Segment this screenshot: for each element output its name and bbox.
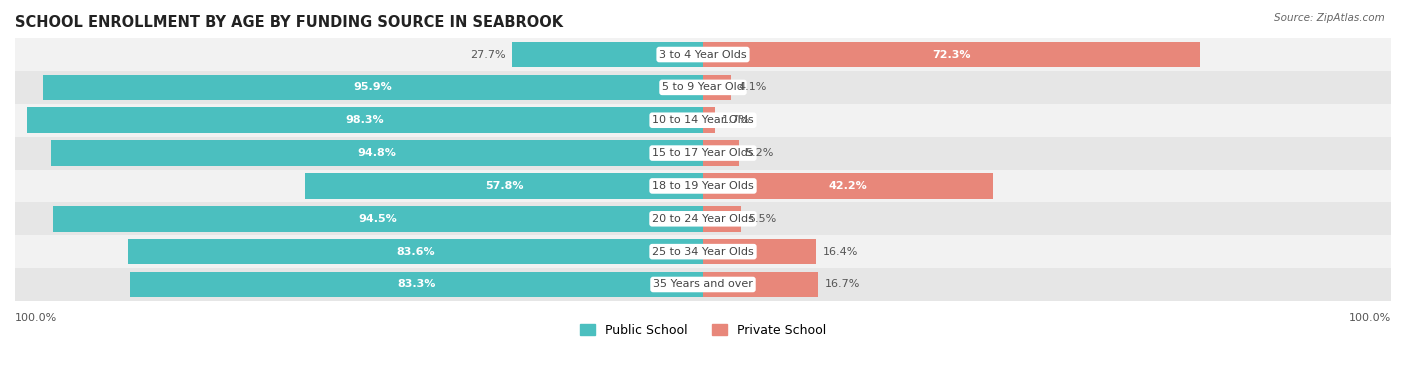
Text: 94.5%: 94.5%	[359, 214, 398, 224]
Bar	[15, 202, 1391, 235]
Text: 25 to 34 Year Olds: 25 to 34 Year Olds	[652, 247, 754, 257]
Bar	[128, 239, 703, 264]
Bar	[703, 206, 741, 231]
Text: 4.1%: 4.1%	[738, 83, 766, 92]
Text: 95.9%: 95.9%	[354, 83, 392, 92]
Bar	[15, 268, 1391, 301]
Bar	[305, 173, 703, 199]
Text: 5.2%: 5.2%	[745, 148, 775, 158]
Bar	[129, 272, 703, 297]
Text: 72.3%: 72.3%	[932, 49, 972, 60]
Bar	[703, 272, 818, 297]
Bar	[15, 38, 1391, 71]
Text: 83.3%: 83.3%	[398, 279, 436, 290]
Text: 5.5%: 5.5%	[748, 214, 776, 224]
Text: 100.0%: 100.0%	[1348, 313, 1391, 323]
Text: 27.7%: 27.7%	[470, 49, 506, 60]
Bar	[703, 107, 714, 133]
Bar	[51, 140, 703, 166]
Bar	[703, 239, 815, 264]
Text: 16.7%: 16.7%	[825, 279, 860, 290]
Text: SCHOOL ENROLLMENT BY AGE BY FUNDING SOURCE IN SEABROOK: SCHOOL ENROLLMENT BY AGE BY FUNDING SOUR…	[15, 15, 564, 30]
Text: 83.6%: 83.6%	[396, 247, 434, 257]
Bar	[53, 206, 703, 231]
Text: 5 to 9 Year Old: 5 to 9 Year Old	[662, 83, 744, 92]
Text: 94.8%: 94.8%	[357, 148, 396, 158]
Text: 100.0%: 100.0%	[15, 313, 58, 323]
Bar	[15, 137, 1391, 170]
Bar	[703, 173, 993, 199]
Text: 10 to 14 Year Olds: 10 to 14 Year Olds	[652, 115, 754, 125]
Bar	[512, 42, 703, 67]
Bar	[703, 75, 731, 100]
Text: 57.8%: 57.8%	[485, 181, 523, 191]
Text: 18 to 19 Year Olds: 18 to 19 Year Olds	[652, 181, 754, 191]
Text: 98.3%: 98.3%	[346, 115, 384, 125]
Bar	[27, 107, 703, 133]
Text: 3 to 4 Year Olds: 3 to 4 Year Olds	[659, 49, 747, 60]
Bar	[15, 104, 1391, 137]
Text: 20 to 24 Year Olds: 20 to 24 Year Olds	[652, 214, 754, 224]
Text: Source: ZipAtlas.com: Source: ZipAtlas.com	[1274, 13, 1385, 23]
Text: 42.2%: 42.2%	[828, 181, 868, 191]
Text: 15 to 17 Year Olds: 15 to 17 Year Olds	[652, 148, 754, 158]
Bar	[15, 235, 1391, 268]
Bar	[703, 42, 1201, 67]
Bar	[703, 140, 738, 166]
Bar	[44, 75, 703, 100]
Text: 35 Years and over: 35 Years and over	[652, 279, 754, 290]
Legend: Public School, Private School: Public School, Private School	[575, 319, 831, 342]
Text: 16.4%: 16.4%	[823, 247, 858, 257]
Bar	[15, 71, 1391, 104]
Text: 1.7%: 1.7%	[721, 115, 749, 125]
Bar	[15, 170, 1391, 202]
